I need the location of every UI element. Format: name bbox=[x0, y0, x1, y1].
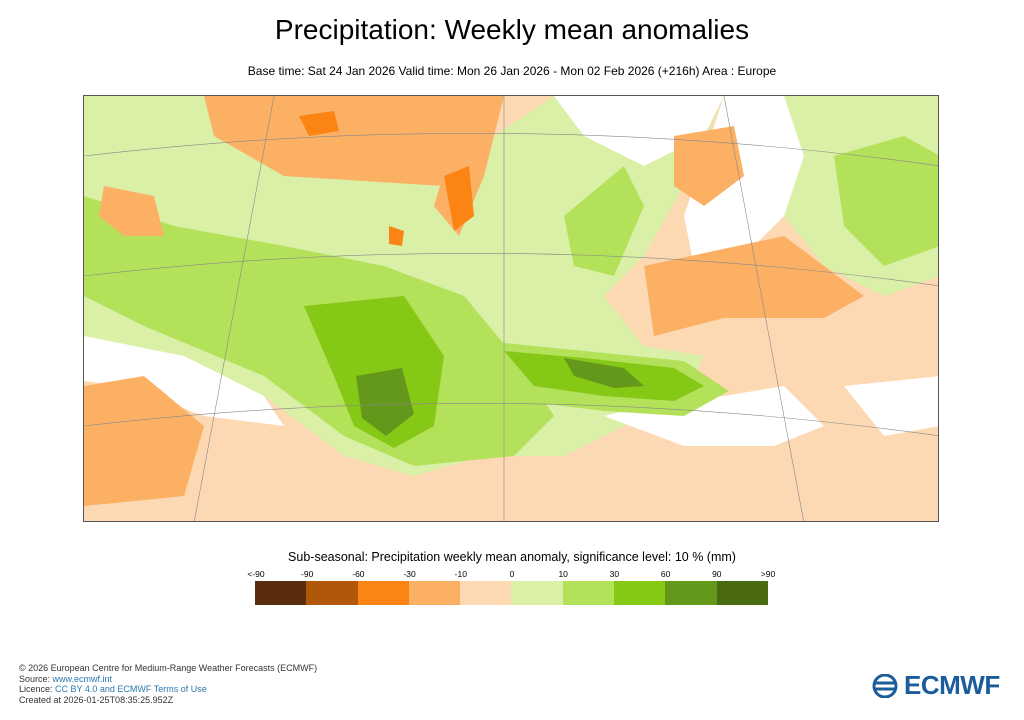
anomaly-region-green bbox=[564, 166, 644, 276]
anomaly-region-very-dry bbox=[444, 166, 474, 231]
insignificant-region bbox=[84, 336, 284, 426]
legend-tick: -90 bbox=[301, 569, 314, 579]
legend-tick: >90 bbox=[760, 569, 776, 579]
anomaly-region-green-east bbox=[834, 136, 938, 266]
legend-swatch bbox=[357, 581, 409, 605]
anomaly-region-60-90 bbox=[356, 368, 414, 436]
anomaly-region-dry bbox=[674, 126, 744, 206]
legend-title: Sub-seasonal: Precipitation weekly mean … bbox=[288, 550, 736, 564]
legend-tick: -60 bbox=[352, 569, 365, 579]
anomaly-region-60-90 bbox=[564, 358, 644, 388]
anomaly-region-dry bbox=[99, 186, 164, 236]
ecmwf-logo-text: ECMWF bbox=[904, 670, 1000, 700]
licence-label: Licence: bbox=[19, 684, 56, 694]
legend-tick: -10 bbox=[454, 569, 467, 579]
legend-swatch bbox=[614, 581, 666, 605]
legend-tick: -30 bbox=[403, 569, 416, 579]
legend-swatch bbox=[408, 581, 461, 605]
anomaly-region-dry bbox=[204, 96, 474, 186]
copyright: © 2026 European Centre for Medium-Range … bbox=[19, 663, 318, 673]
footer: © 2026 European Centre for Medium-Range … bbox=[19, 663, 317, 705]
precipitation-anomaly-map bbox=[83, 95, 939, 522]
licence-link[interactable]: CC BY 4.0 and ECMWF Terms of Use bbox=[55, 684, 207, 694]
legend-tick: 60 bbox=[660, 569, 671, 579]
insignificant-region bbox=[554, 96, 724, 166]
created-timestamp: Created at 2026-01-25T08:35:25.952Z bbox=[19, 694, 174, 705]
ecmwf-logo: ECMWF bbox=[870, 670, 1000, 701]
legend-swatch bbox=[255, 581, 307, 605]
legend-tick: 0 bbox=[509, 569, 515, 579]
legend-tick: <-90 bbox=[247, 569, 265, 579]
source-link[interactable]: www.ecmwf.int bbox=[52, 673, 113, 684]
page-title: Precipitation: Weekly mean anomalies bbox=[274, 14, 750, 45]
map-subtitle: Base time: Sat 24 Jan 2026 Valid time: M… bbox=[247, 64, 777, 78]
legend-tick: 30 bbox=[609, 569, 620, 579]
legend-colorbar bbox=[255, 581, 768, 605]
legend-swatch bbox=[306, 581, 358, 605]
legend-tick: 10 bbox=[558, 569, 568, 579]
legend-swatch bbox=[562, 581, 615, 605]
legend-swatch bbox=[665, 581, 717, 605]
map-canvas bbox=[84, 96, 938, 521]
legend-ticks: <-90 -90 -60 -30 -10 0 10 30 60 90 >90 bbox=[247, 569, 775, 581]
legend-tick: 90 bbox=[712, 569, 722, 579]
graticule bbox=[84, 96, 938, 521]
anomaly-region-very-dry bbox=[389, 226, 404, 246]
anomaly-region-dry bbox=[84, 376, 204, 506]
anomaly-region-very-dry bbox=[299, 111, 339, 136]
source-label: Source: bbox=[19, 673, 53, 684]
insignificant-region bbox=[604, 386, 824, 446]
legend-swatch bbox=[460, 581, 512, 605]
legend-swatch bbox=[511, 581, 563, 605]
insignificant-region bbox=[844, 376, 938, 436]
ecmwf-logo-icon bbox=[872, 673, 898, 698]
legend-swatch bbox=[716, 581, 768, 605]
